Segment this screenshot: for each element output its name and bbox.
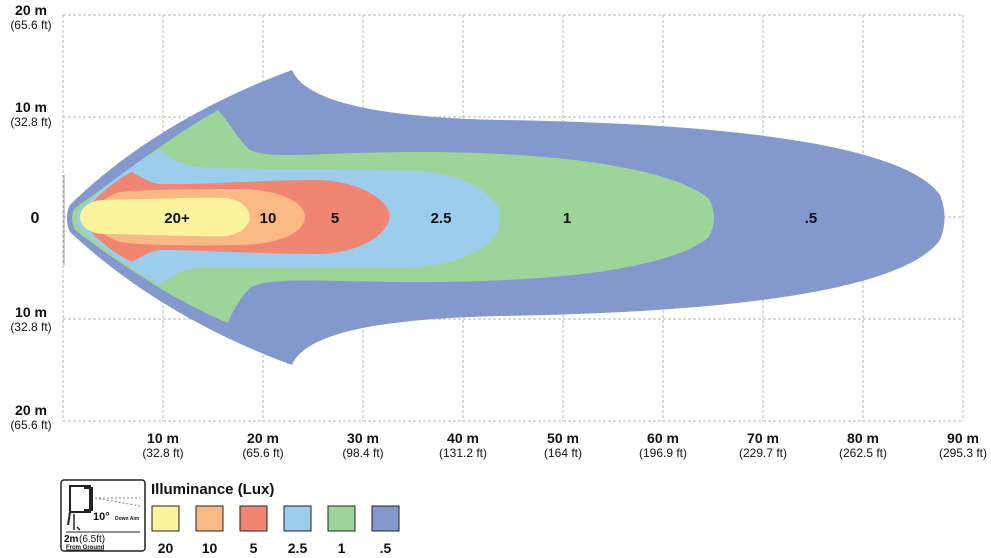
legend: Illuminance (Lux) 20 10 5 2.5 1 .5 — [151, 481, 400, 556]
x-tick-label-m: 50 m — [547, 430, 579, 446]
y-tick-label-ft: (65.6 ft) — [10, 418, 51, 432]
legend-title: Illuminance (Lux) — [151, 481, 274, 498]
legend-swatch — [283, 505, 312, 532]
aim-angle-label: Down Aim — [115, 516, 140, 522]
x-tick-label-m: 70 m — [747, 430, 779, 446]
y-tick-label-m: 0 — [31, 210, 40, 227]
x-tick-label-ft: (131.2 ft) — [439, 446, 487, 460]
legend-swatch — [239, 505, 268, 532]
y-tick-label-m: 20 m — [15, 2, 47, 18]
illuminance-zones — [67, 70, 945, 365]
mount-height: 2m — [64, 534, 79, 545]
zone-label-0-5: .5 — [805, 210, 818, 227]
x-tick-label-ft: (229.7 ft) — [739, 446, 787, 460]
x-tick-label-m: 20 m — [247, 430, 279, 446]
y-tick-label-m: 20 m — [15, 402, 47, 418]
y-axis: 20 m (65.6 ft) 10 m (32.8 ft) 0 10 m (32… — [10, 2, 51, 432]
zone-label-5: 5 — [331, 210, 339, 227]
x-tick-label-m: 90 m — [947, 430, 979, 446]
x-tick-label-ft: (262.5 ft) — [839, 446, 887, 460]
zone-label-20-plus: 20+ — [164, 210, 190, 227]
legend-items: 20 10 5 2.5 1 .5 — [151, 505, 400, 556]
zone-labels: 20+ 10 5 2.5 1 .5 — [164, 210, 817, 227]
legend-swatch — [151, 505, 180, 532]
legend-label: .5 — [380, 540, 392, 556]
x-tick-label-m: 80 m — [847, 430, 879, 446]
legend-label: 1 — [338, 540, 346, 556]
y-tick-label-m: 10 m — [15, 99, 47, 115]
x-tick-label-m: 10 m — [147, 430, 179, 446]
legend-label: 2.5 — [288, 540, 308, 556]
mount-aim-icon: 10° Down Aim 2m (6.5ft) From Ground — [60, 479, 146, 552]
y-tick-label-ft: (65.6 ft) — [10, 18, 51, 32]
mount-height-label: From Ground — [66, 545, 105, 551]
legend-swatch — [195, 505, 224, 532]
x-tick-label-ft: (65.6 ft) — [242, 446, 283, 460]
x-tick-label-m: 40 m — [447, 430, 479, 446]
aim-angle: 10° — [93, 511, 110, 523]
legend-label: 20 — [158, 540, 174, 556]
zone-label-2-5: 2.5 — [431, 210, 452, 227]
x-tick-label-ft: (295.3 ft) — [939, 446, 987, 460]
legend-swatch — [371, 505, 400, 532]
legend-label: 5 — [250, 540, 258, 556]
legend-swatch — [327, 505, 356, 532]
y-tick-label-ft: (32.8 ft) — [10, 115, 51, 129]
legend-label: 10 — [202, 540, 218, 556]
zone-20-plus-lux — [80, 197, 250, 237]
zone-label-10: 10 — [260, 210, 277, 227]
x-tick-label-ft: (164 ft) — [544, 446, 582, 460]
y-tick-label-ft: (32.8 ft) — [10, 320, 51, 334]
x-axis: 10 m (32.8 ft) 20 m (65.6 ft) 30 m (98.4… — [142, 430, 987, 460]
mount-height-ft: (6.5ft) — [79, 534, 105, 545]
x-tick-label-ft: (196.9 ft) — [639, 446, 687, 460]
x-tick-label-m: 30 m — [347, 430, 379, 446]
x-tick-label-ft: (98.4 ft) — [342, 446, 383, 460]
x-tick-label-m: 60 m — [647, 430, 679, 446]
x-tick-label-ft: (32.8 ft) — [142, 446, 183, 460]
y-tick-label-m: 10 m — [15, 304, 47, 320]
zone-label-1: 1 — [563, 210, 571, 227]
